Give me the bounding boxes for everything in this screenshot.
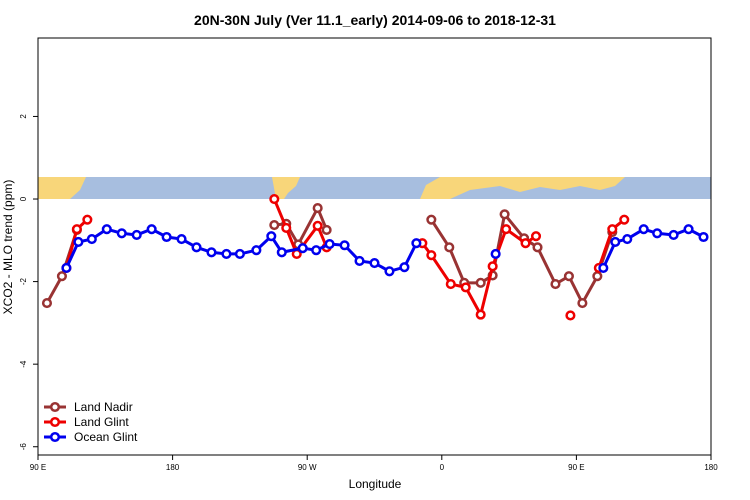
data-point: [622, 234, 633, 245]
data-point: [577, 298, 588, 309]
data-point: [668, 229, 679, 240]
data-point: [426, 214, 437, 225]
data-point: [339, 240, 350, 251]
data-point: [384, 266, 395, 277]
data-point: [698, 231, 709, 243]
data-point: [369, 257, 380, 269]
data-point: [638, 224, 649, 235]
data-point: [276, 247, 287, 258]
x-tick-label: 90 W: [298, 463, 317, 472]
data-point: [532, 242, 543, 253]
data-point: [550, 279, 561, 290]
data-point: [221, 248, 232, 259]
data-point: [445, 279, 456, 290]
data-point: [487, 261, 498, 272]
y-tick-label: -2: [19, 277, 28, 285]
data-point: [251, 245, 262, 256]
data-point: [683, 224, 694, 235]
data-point: [206, 247, 217, 258]
plot-frame: [37, 37, 712, 456]
data-point: [281, 222, 292, 233]
data-point: [146, 224, 157, 235]
data-point: [411, 238, 422, 249]
data-point: [619, 214, 630, 225]
data-point: [592, 271, 603, 282]
data-point: [176, 234, 187, 245]
data-point: [610, 236, 621, 248]
data-point: [86, 234, 97, 245]
data-point: [297, 243, 308, 254]
data-point: [56, 271, 67, 282]
data-point: [460, 282, 471, 293]
data-point: [565, 310, 576, 321]
data-point: [499, 209, 510, 220]
data-point: [266, 231, 277, 242]
x-tick-label: 90 E: [568, 463, 584, 472]
x-tick-label: 90 E: [30, 463, 46, 472]
data-point: [312, 203, 323, 214]
x-tick-label: 0: [440, 463, 445, 472]
data-point: [234, 248, 245, 259]
legend-label: Ocean Glint: [74, 430, 138, 444]
data-point: [530, 231, 542, 242]
legend-label: Land Nadir: [74, 400, 133, 414]
data-point: [475, 277, 486, 288]
data-point: [426, 250, 437, 261]
series-line: [45, 204, 614, 307]
y-tick-label: 0: [19, 196, 28, 201]
y-tick-label: -6: [19, 443, 28, 451]
data-point: [490, 248, 501, 259]
x-axis-label: Longitude: [349, 477, 402, 491]
data-point: [161, 231, 172, 243]
data-point: [321, 224, 332, 236]
data-point: [444, 242, 455, 253]
legend-marker: [49, 401, 61, 413]
y-axis-label: XCO2 - MLO trend (ppm): [1, 180, 15, 315]
data-point: [598, 262, 609, 274]
x-tick-label: 180: [166, 463, 180, 472]
data-point: [311, 245, 322, 256]
data-point: [399, 262, 410, 273]
data-point: [269, 219, 280, 231]
data-point: [269, 193, 280, 205]
x-tick-label: 180: [704, 463, 718, 472]
data-point: [82, 214, 93, 225]
data-point: [73, 236, 84, 248]
data-point: [607, 224, 618, 235]
data-point: [101, 224, 112, 235]
data-point: [116, 228, 127, 239]
chart-title: 20N-30N July (Ver 11.1_early) 2014-09-06…: [194, 12, 556, 28]
data-point: [324, 238, 335, 250]
data-point: [191, 242, 202, 253]
legend-label: Land Glint: [74, 415, 129, 429]
data-point: [475, 309, 486, 320]
data-point: [41, 298, 53, 309]
y-tick-label: -4: [19, 360, 28, 368]
legend-marker: [49, 416, 61, 428]
data-point: [61, 262, 72, 274]
data-point: [501, 224, 512, 235]
data-point: [131, 229, 142, 240]
data-point: [354, 255, 365, 267]
data-point: [71, 224, 82, 235]
data-point: [520, 238, 531, 249]
data-point: [652, 228, 663, 239]
legend-marker: [49, 431, 61, 443]
data-point: [563, 271, 574, 282]
data-point: [312, 220, 323, 231]
world-map-strip: [38, 177, 711, 199]
y-tick-label: 2: [19, 114, 28, 119]
